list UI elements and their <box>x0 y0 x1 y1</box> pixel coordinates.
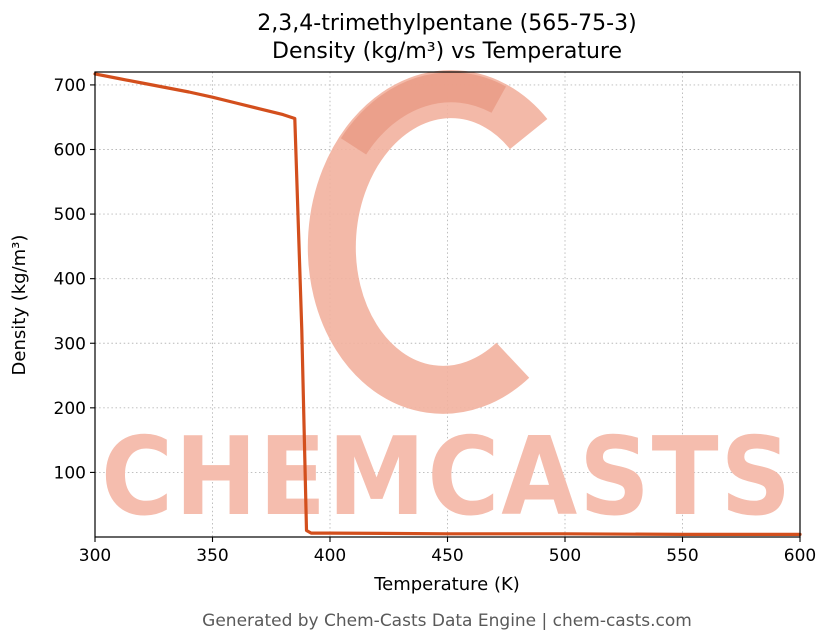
y-tick-label: 200 <box>54 399 86 419</box>
chart-title-line1: 2,3,4-trimethylpentane (565-75-3) <box>257 11 636 36</box>
y-tick-label: 300 <box>54 334 86 354</box>
footer-text: Generated by Chem-Casts Data Engine | ch… <box>202 611 692 631</box>
series-layer <box>93 72 802 537</box>
ticks-layer: 300 350 400 450 500 550 600 100 200 300 400 500 600 7… <box>54 76 817 566</box>
x-tick-label: 350 <box>196 546 228 566</box>
x-tick-label: 300 <box>79 546 111 566</box>
x-tick-label: 550 <box>666 546 698 566</box>
x-tick-label: 600 <box>784 546 816 566</box>
y-axis-label: Density (kg/m³) <box>9 235 30 376</box>
chart-title-line2: Density (kg/m³) vs Temperature <box>272 39 622 64</box>
chemcasts-logo-accent-stroke <box>340 72 506 155</box>
x-axis-label: Temperature (K) <box>373 574 520 595</box>
x-tick-label: 500 <box>549 546 581 566</box>
x-tick-label: 450 <box>431 546 463 566</box>
x-tick-label: 400 <box>314 546 346 566</box>
y-tick-label: 500 <box>54 205 86 225</box>
y-tick-label: 100 <box>54 463 86 483</box>
y-tick-label: 600 <box>54 141 86 161</box>
y-tick-label: 700 <box>54 76 86 96</box>
watermark-text: CHEMCASTS <box>101 415 793 540</box>
density-line <box>93 72 802 537</box>
grid-layer <box>94 72 801 537</box>
y-tick-label: 400 <box>54 270 86 290</box>
watermark-layer <box>307 70 548 414</box>
